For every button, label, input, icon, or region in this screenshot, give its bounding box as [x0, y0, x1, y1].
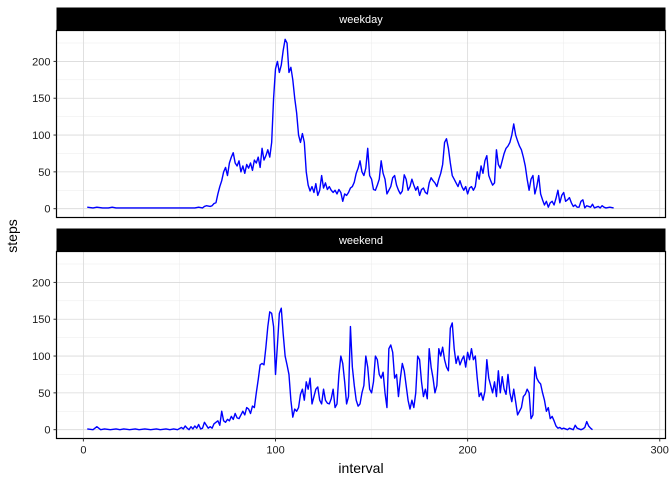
plot-border-weekday — [55, 29, 667, 219]
y-tick-label: 100 — [32, 130, 50, 142]
y-axis-weekday: 0 50 100 150 200 — [32, 56, 57, 216]
y-tick-label: 150 — [32, 93, 50, 105]
x-axis-title: interval — [338, 460, 383, 476]
panel-weekend: weekend 0 50 100 150 200 — [32, 228, 667, 440]
strip-label-weekend: weekend — [338, 235, 383, 247]
gridlines-weekend — [56, 251, 666, 439]
y-tick-label: 200 — [32, 277, 50, 289]
y-tick-label: 50 — [38, 167, 50, 179]
panel-weekday: weekday 0 50 100 150 200 — [32, 7, 667, 219]
y-tick-label: 100 — [32, 351, 50, 363]
y-axis-weekend: 0 50 100 150 200 — [32, 277, 57, 437]
y-tick-label: 0 — [44, 425, 50, 437]
y-tick-label: 200 — [32, 56, 50, 68]
steps-line-weekday — [87, 38, 614, 209]
strip-weekday — [56, 7, 666, 31]
strip-weekend — [56, 228, 666, 252]
y-tick-label: 0 — [44, 204, 50, 216]
y-tick-label: 50 — [38, 388, 50, 400]
x-tick-label: 300 — [651, 445, 669, 457]
x-tick-label: 0 — [80, 445, 86, 457]
x-axis: 0 100 200 300 — [80, 438, 669, 457]
plot-border-weekend — [55, 250, 667, 440]
gridlines-weekday — [56, 30, 666, 218]
steps-line-weekend — [87, 307, 593, 431]
strip-label-weekday: weekday — [338, 14, 383, 26]
y-tick-label: 150 — [32, 314, 50, 326]
x-tick-label: 100 — [266, 445, 284, 457]
y-axis-title: steps — [4, 219, 20, 252]
x-tick-label: 200 — [458, 445, 476, 457]
